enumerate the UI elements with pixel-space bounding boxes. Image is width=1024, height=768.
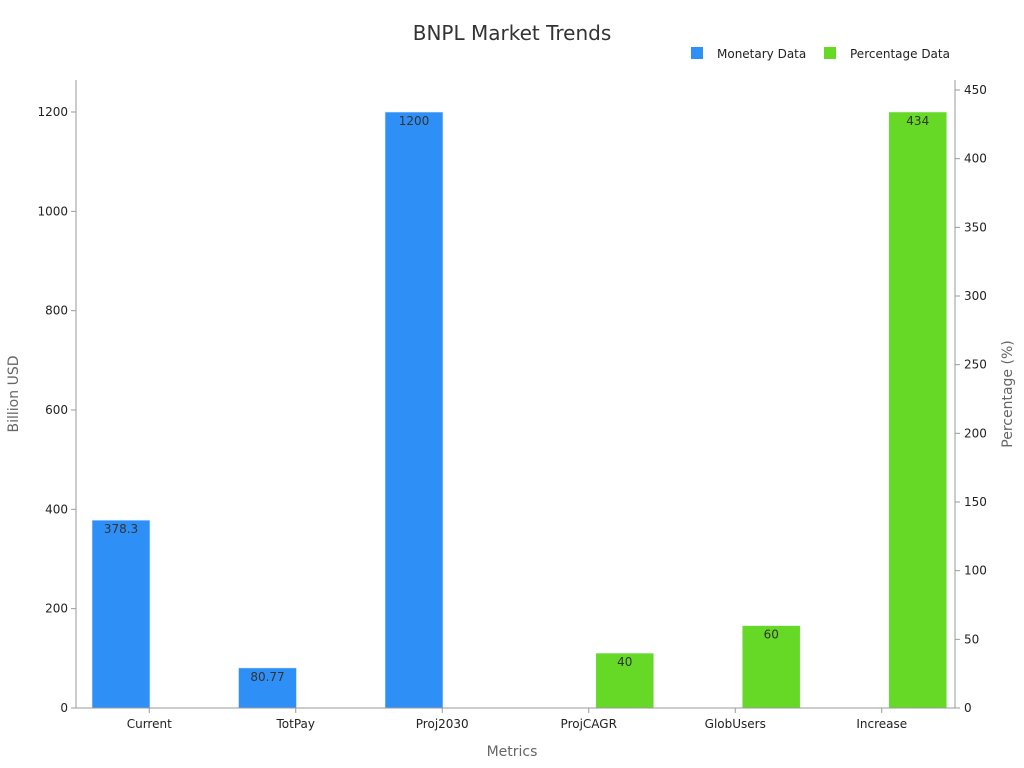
bar-value-label: 1200 (399, 114, 430, 128)
x-tick-label: Current (127, 717, 172, 731)
bar-value-label: 378.3 (104, 522, 138, 536)
x-tick-label: Proj2030 (416, 717, 469, 731)
right-y-axis-title: Percentage (%) (1000, 340, 1016, 447)
x-tick-label: ProjCAGR (561, 717, 617, 731)
bar-current (91, 519, 151, 709)
left-tick-label: 1000 (37, 204, 68, 218)
left-y-axis-title: Billion USD (6, 356, 22, 433)
bar-labels-group: 378.3 80.77 1200 40 60 434 (104, 114, 929, 684)
left-tick-label: 600 (45, 403, 68, 417)
left-tick-label: 400 (45, 502, 68, 516)
right-tick-label: 50 (964, 632, 979, 646)
legend-label-monetary: Monetary Data (717, 47, 806, 61)
right-tick-label: 450 (964, 83, 987, 97)
right-tick-label: 250 (964, 358, 987, 372)
x-tick-label: Increase (856, 717, 907, 731)
right-tick-label: 150 (964, 495, 987, 509)
bar-proj2030 (384, 111, 444, 709)
right-y-axis-ticks: 0 50 100 150 200 250 300 350 400 450 (955, 83, 987, 715)
right-tick-label: 350 (964, 220, 987, 234)
right-tick-label: 0 (964, 701, 972, 715)
left-tick-label: 0 (60, 701, 68, 715)
legend-swatch-monetary (691, 47, 703, 59)
x-tick-label: GlobUsers (705, 717, 766, 731)
legend-label-percentage: Percentage Data (850, 47, 950, 61)
right-tick-label: 300 (964, 289, 987, 303)
right-tick-label: 100 (964, 564, 987, 578)
legend: Monetary Data Percentage Data (691, 47, 950, 61)
left-tick-label: 200 (45, 602, 68, 616)
x-axis-ticks: Current TotPay Proj2030 ProjCAGR GlobUsers In… (127, 708, 907, 731)
chart-title: BNPL Market Trends (413, 21, 612, 45)
x-tick-label: TotPay (276, 717, 316, 731)
bar-value-label: 40 (617, 655, 632, 669)
legend-swatch-percentage (824, 47, 836, 59)
bar-value-label: 434 (906, 114, 929, 128)
right-tick-label: 200 (964, 426, 987, 440)
bar-increase (888, 111, 948, 709)
bar-value-label: 60 (764, 628, 779, 642)
x-axis-title: Metrics (487, 744, 538, 760)
left-y-axis-ticks: 0 200 400 600 800 1000 1200 (37, 105, 76, 715)
left-tick-label: 800 (45, 304, 68, 318)
left-tick-label: 1200 (37, 105, 68, 119)
bar-totpay (238, 667, 297, 709)
bar-value-label: 80.77 (250, 670, 284, 684)
bars-group (91, 111, 948, 709)
bar-projcagr (595, 652, 655, 709)
right-tick-label: 400 (964, 152, 987, 166)
bar-globusers (741, 625, 801, 709)
